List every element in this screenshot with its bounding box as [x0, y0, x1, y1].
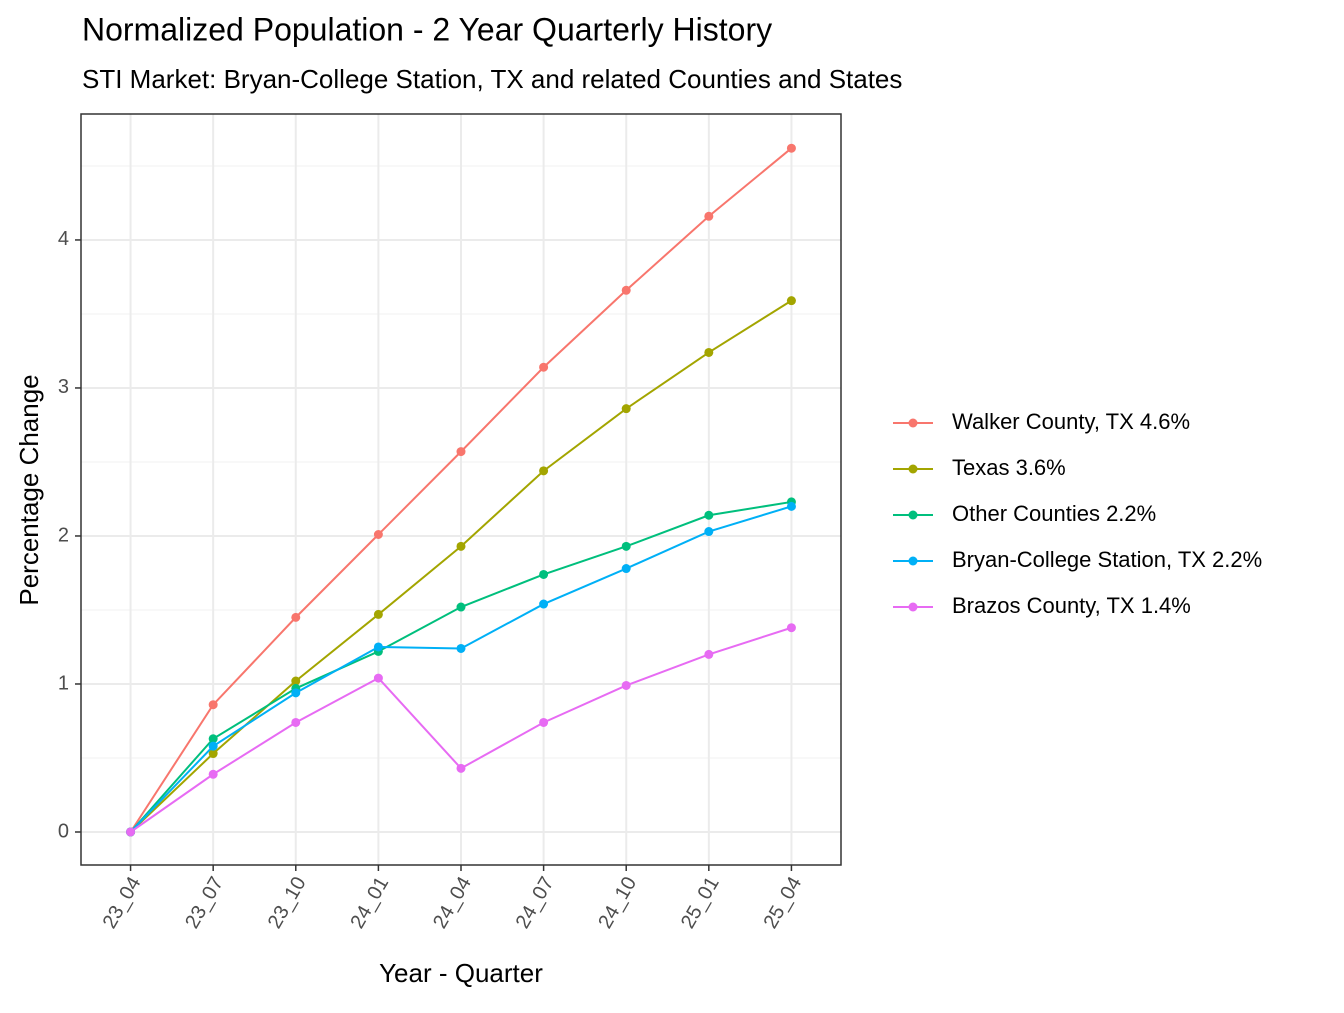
- chart-title: Normalized Population - 2 Year Quarterly…: [82, 11, 772, 47]
- legend-key-point: [908, 464, 918, 474]
- data-point: [456, 763, 466, 773]
- data-point: [208, 734, 218, 744]
- y-tick-label: 4: [58, 228, 69, 250]
- data-point: [208, 749, 218, 759]
- y-axis-title: Percentage Change: [14, 374, 44, 605]
- y-tick-label: 1: [58, 672, 69, 694]
- data-point: [373, 609, 383, 619]
- data-point: [539, 569, 549, 579]
- data-point: [208, 769, 218, 779]
- data-point: [539, 362, 549, 372]
- data-point: [456, 602, 466, 612]
- data-point: [704, 211, 714, 221]
- data-point: [786, 296, 796, 306]
- data-point: [456, 447, 466, 457]
- data-point: [539, 599, 549, 609]
- data-point: [456, 541, 466, 551]
- data-point: [373, 642, 383, 652]
- data-point: [291, 676, 301, 686]
- data-point: [373, 529, 383, 539]
- data-point: [621, 564, 631, 574]
- data-point: [539, 466, 549, 476]
- data-point: [704, 527, 714, 537]
- legend-key-point: [908, 418, 918, 428]
- x-axis-title: Year - Quarter: [379, 958, 543, 988]
- y-tick-label: 0: [58, 820, 69, 842]
- data-point: [126, 827, 136, 837]
- panel-border: [80, 113, 842, 866]
- data-point: [291, 688, 301, 698]
- data-point: [786, 623, 796, 633]
- data-point: [704, 347, 714, 357]
- data-point: [621, 541, 631, 551]
- data-point: [621, 404, 631, 414]
- data-point: [786, 501, 796, 511]
- data-point: [208, 700, 218, 710]
- data-point: [291, 612, 301, 622]
- data-point: [456, 643, 466, 653]
- data-point: [208, 741, 218, 751]
- legend-label: Bryan-College Station, TX 2.2%: [952, 547, 1262, 572]
- legend-key-point: [908, 602, 918, 612]
- legend-label: Walker County, TX 4.6%: [952, 409, 1190, 434]
- data-point: [539, 717, 549, 727]
- y-tick-label: 3: [58, 376, 69, 398]
- data-point: [291, 717, 301, 727]
- legend-key-point: [908, 510, 918, 520]
- chart-subtitle: STI Market: Bryan-College Station, TX an…: [82, 64, 902, 94]
- legend-label: Texas 3.6%: [952, 455, 1066, 480]
- data-point: [621, 285, 631, 295]
- legend-label: Other Counties 2.2%: [952, 501, 1156, 526]
- data-point: [786, 143, 796, 153]
- y-tick-label: 2: [58, 524, 69, 546]
- legend-key-point: [908, 556, 918, 566]
- data-point: [704, 510, 714, 520]
- data-point: [704, 649, 714, 659]
- legend-label: Brazos County, TX 1.4%: [952, 593, 1191, 618]
- data-point: [621, 680, 631, 690]
- data-point: [373, 673, 383, 683]
